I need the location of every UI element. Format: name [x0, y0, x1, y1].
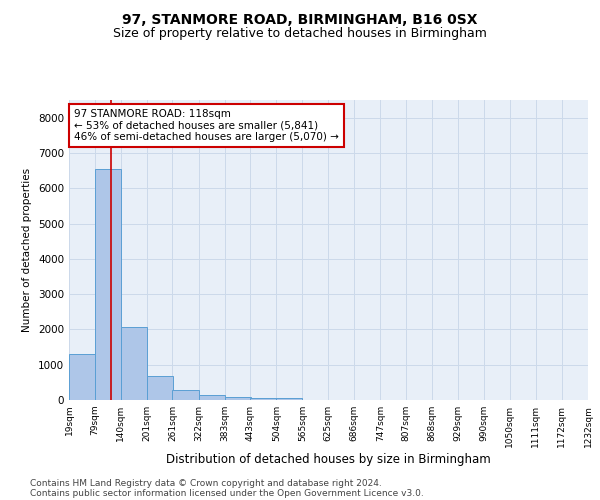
Bar [172, 390, 199, 400]
Bar [95, 169, 121, 400]
Bar [147, 376, 173, 400]
Bar [224, 397, 251, 400]
Y-axis label: Number of detached properties: Number of detached properties [22, 168, 32, 332]
X-axis label: Distribution of detached houses by size in Birmingham: Distribution of detached houses by size … [166, 452, 491, 466]
Bar [121, 326, 147, 400]
Bar [69, 354, 95, 400]
Text: 97, STANMORE ROAD, BIRMINGHAM, B16 0SX: 97, STANMORE ROAD, BIRMINGHAM, B16 0SX [122, 12, 478, 26]
Text: Contains public sector information licensed under the Open Government Licence v3: Contains public sector information licen… [30, 488, 424, 498]
Text: Size of property relative to detached houses in Birmingham: Size of property relative to detached ho… [113, 28, 487, 40]
Bar [277, 398, 302, 400]
Bar [250, 398, 277, 400]
Bar [199, 395, 224, 400]
Text: Contains HM Land Registry data © Crown copyright and database right 2024.: Contains HM Land Registry data © Crown c… [30, 478, 382, 488]
Text: 97 STANMORE ROAD: 118sqm
← 53% of detached houses are smaller (5,841)
46% of sem: 97 STANMORE ROAD: 118sqm ← 53% of detach… [74, 109, 339, 142]
